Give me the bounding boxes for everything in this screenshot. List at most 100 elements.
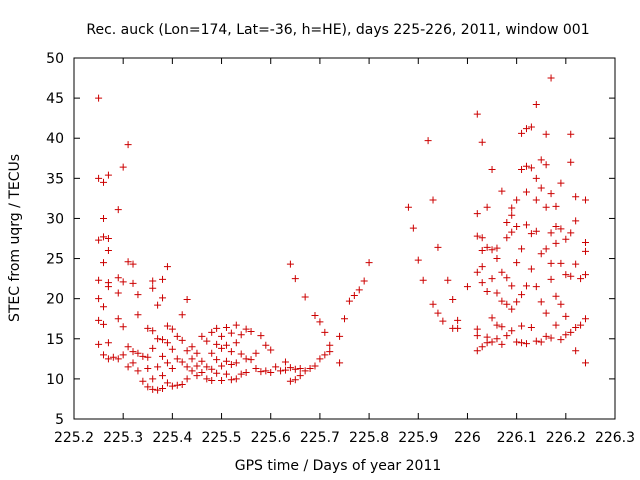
data-point xyxy=(183,363,191,371)
data-point xyxy=(532,227,540,235)
data-point xyxy=(478,247,486,255)
data-point xyxy=(350,291,358,299)
data-point xyxy=(95,236,103,244)
data-point xyxy=(557,336,565,344)
y-tick-label: 20 xyxy=(46,292,64,308)
data-point xyxy=(149,375,157,383)
data-point xyxy=(321,351,329,359)
data-point xyxy=(316,318,324,326)
data-point xyxy=(159,294,167,302)
x-tick-label: 226.3 xyxy=(595,430,635,446)
data-point xyxy=(522,188,530,196)
data-point xyxy=(232,375,240,383)
data-point xyxy=(193,349,201,357)
y-tick-label: 10 xyxy=(46,372,64,388)
data-point xyxy=(572,324,580,332)
data-point xyxy=(513,222,521,230)
data-point xyxy=(557,300,565,308)
plot-frame xyxy=(73,57,616,420)
data-point xyxy=(119,323,127,331)
y-tick-label: 35 xyxy=(46,171,64,187)
data-point xyxy=(429,300,437,308)
data-point xyxy=(124,363,132,371)
data-point xyxy=(188,343,196,351)
data-point xyxy=(326,341,334,349)
data-point xyxy=(159,336,167,344)
y-tick-label: 40 xyxy=(46,131,64,147)
data-point xyxy=(518,166,526,174)
data-point xyxy=(532,174,540,182)
data-point xyxy=(522,282,530,290)
x-tick-label: 226 xyxy=(454,430,481,446)
data-point xyxy=(163,339,171,347)
data-point xyxy=(100,214,108,222)
x-tick-label: 225.6 xyxy=(251,430,291,446)
data-point xyxy=(552,222,560,230)
data-point xyxy=(213,324,221,332)
data-point xyxy=(577,275,585,283)
data-point xyxy=(483,243,491,251)
data-point xyxy=(557,225,565,233)
data-point xyxy=(183,347,191,355)
data-point xyxy=(95,276,103,284)
data-point xyxy=(463,283,471,291)
data-point xyxy=(178,311,186,319)
data-point xyxy=(286,260,294,268)
data-point xyxy=(527,123,535,131)
data-point xyxy=(100,259,108,267)
data-point xyxy=(247,328,255,336)
data-point xyxy=(95,174,103,182)
data-point xyxy=(104,283,112,291)
data-point xyxy=(547,334,555,342)
data-point xyxy=(139,352,147,360)
data-point xyxy=(483,203,491,211)
data-point xyxy=(218,376,226,384)
data-point xyxy=(572,193,580,201)
data-point xyxy=(188,355,196,363)
data-point xyxy=(134,311,142,319)
data-point xyxy=(257,368,265,376)
data-point xyxy=(434,309,442,317)
data-point xyxy=(498,340,506,348)
data-point xyxy=(572,347,580,355)
data-point xyxy=(114,289,122,297)
data-point xyxy=(542,130,550,138)
data-point xyxy=(232,359,240,367)
data-point xyxy=(547,74,555,82)
data-point xyxy=(508,305,516,313)
data-point xyxy=(562,312,570,320)
data-point xyxy=(508,204,516,212)
data-point xyxy=(252,364,260,372)
data-point xyxy=(222,370,230,378)
data-point xyxy=(144,383,152,391)
data-point xyxy=(95,94,103,102)
data-point xyxy=(552,239,560,247)
data-point xyxy=(473,210,481,218)
x-tick-label: 225.3 xyxy=(103,430,143,446)
data-point xyxy=(581,359,589,367)
data-point xyxy=(267,346,275,354)
data-point xyxy=(478,343,486,351)
data-point xyxy=(483,339,491,347)
data-point xyxy=(493,244,501,252)
y-tick-label: 25 xyxy=(46,252,64,268)
data-point xyxy=(203,375,211,383)
data-point xyxy=(552,321,560,329)
data-point xyxy=(503,332,511,340)
data-point xyxy=(577,321,585,329)
data-point xyxy=(163,379,171,387)
data-point xyxy=(488,338,496,346)
data-point xyxy=(522,221,530,229)
data-point xyxy=(336,359,344,367)
data-point xyxy=(154,363,162,371)
data-point xyxy=(213,356,221,364)
data-point xyxy=(336,332,344,340)
data-point xyxy=(355,286,363,294)
data-point xyxy=(154,301,162,309)
data-point xyxy=(281,358,289,366)
data-point xyxy=(493,321,501,329)
data-point xyxy=(478,279,486,287)
data-point xyxy=(542,309,550,317)
data-point xyxy=(281,366,289,374)
data-point xyxy=(567,272,575,280)
